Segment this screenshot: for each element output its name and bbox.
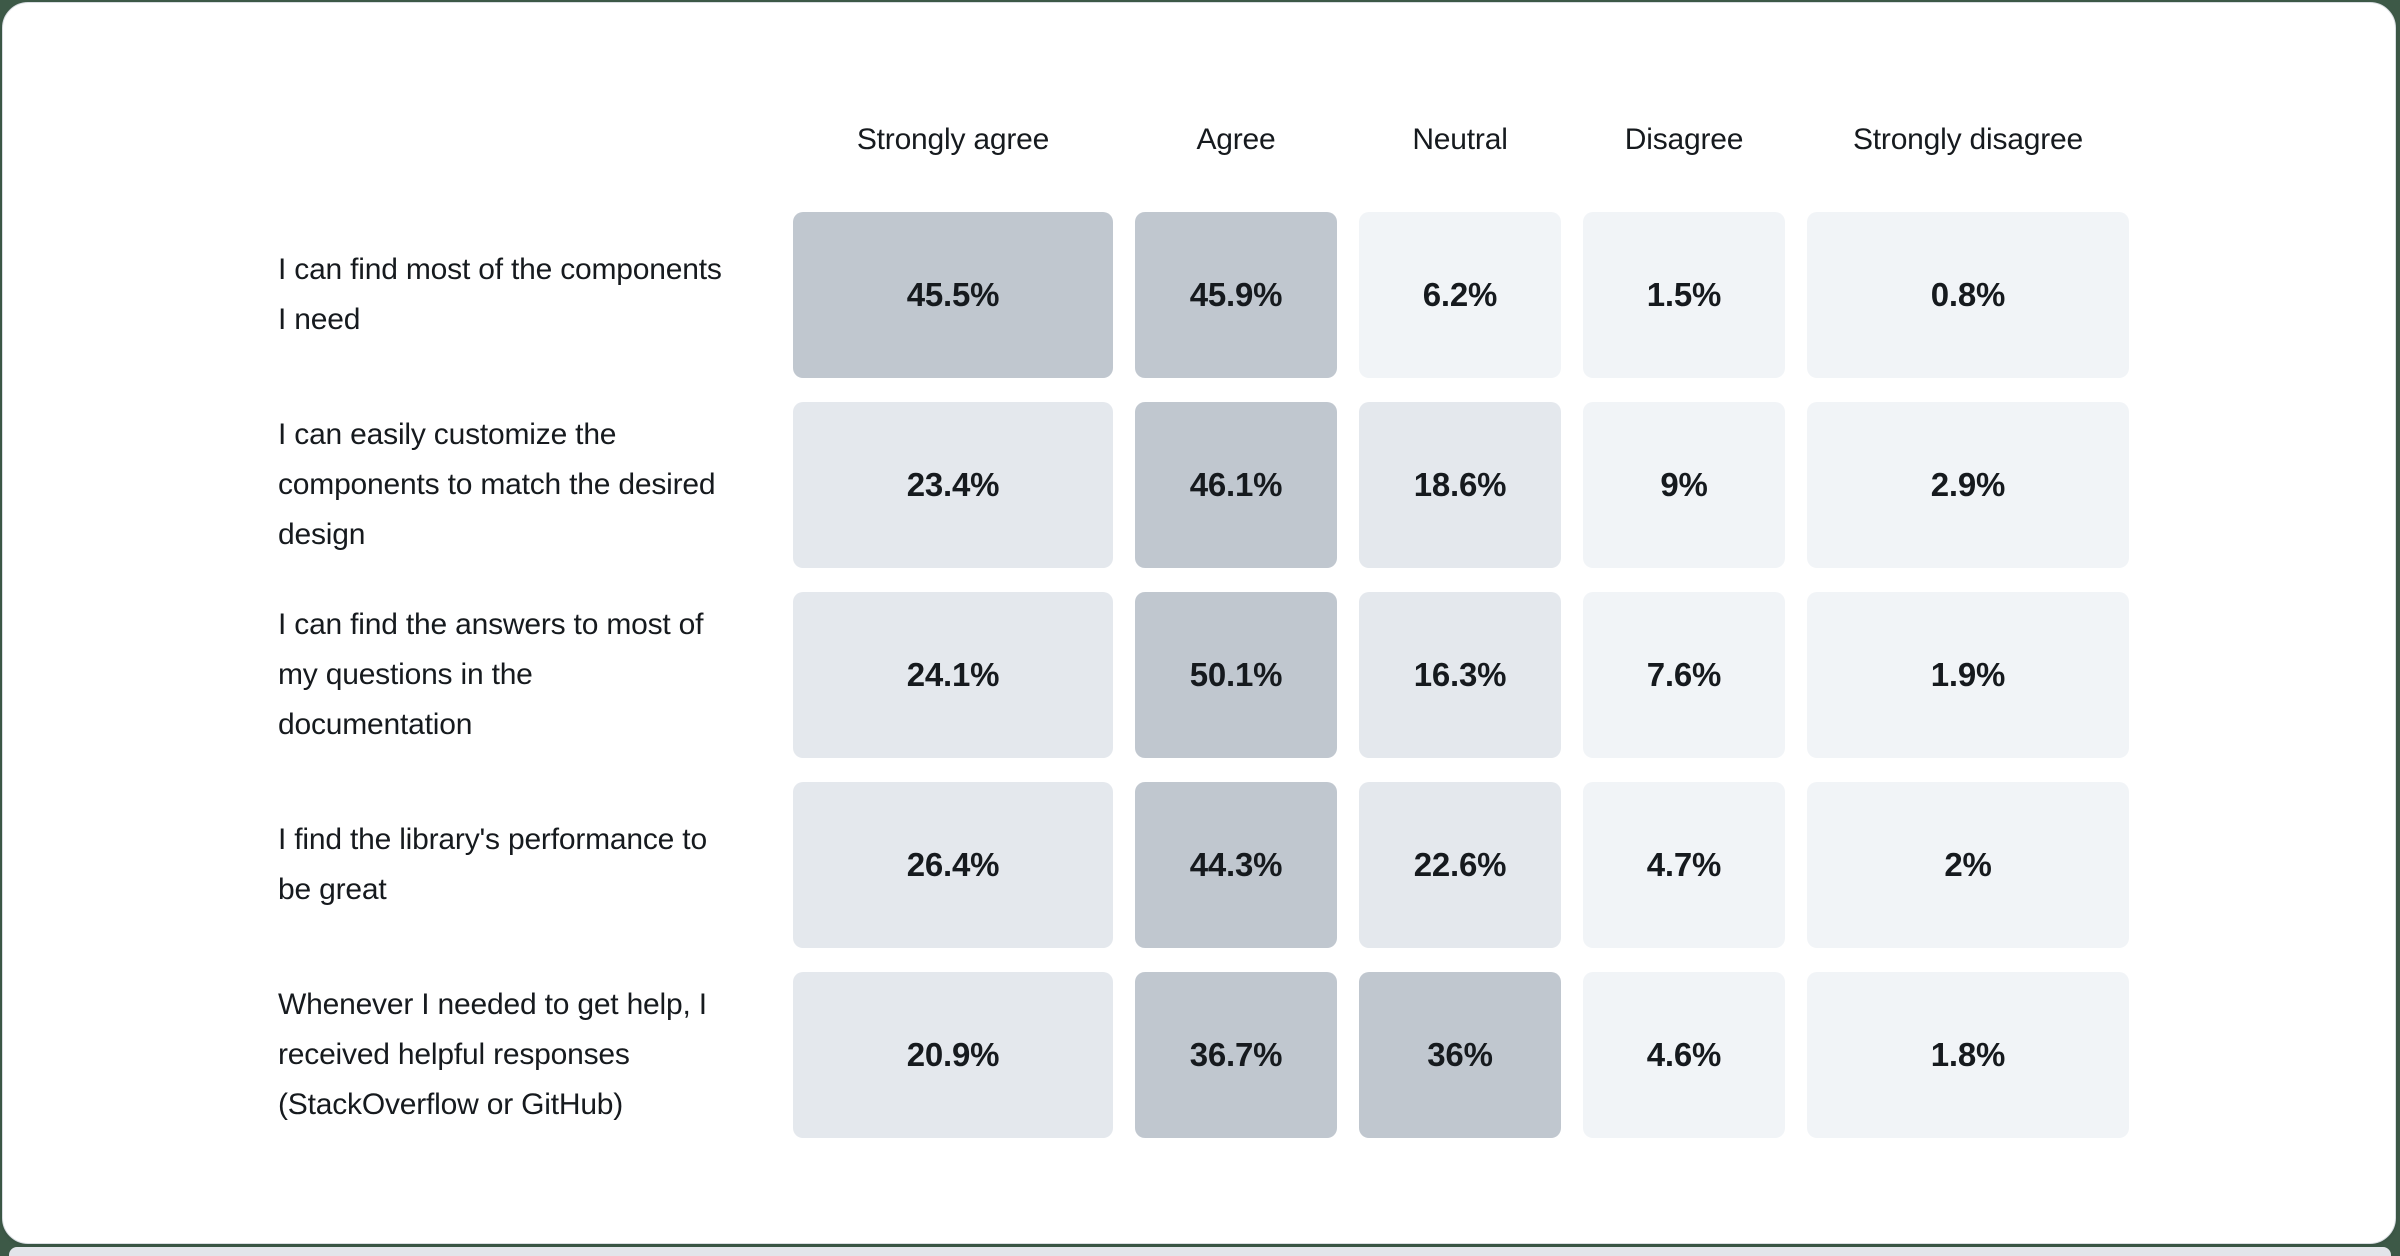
heatmap-cell: 50.1% [1135,592,1337,758]
row-label: Whenever I needed to get help, I receive… [278,988,707,1121]
heatmap-cell: 1.5% [1583,212,1785,378]
heatmap-cell: 36% [1359,972,1561,1138]
heatmap-cell: 16.3% [1359,592,1561,758]
heatmap-cell: 1.8% [1807,972,2129,1138]
column-header: Disagree [1624,122,1744,156]
heatmap-cell: 24.1% [793,592,1113,758]
heatmap-cell: 45.9% [1135,212,1337,378]
bottom-strip [9,1247,2391,1256]
heatmap-cell: 45.5% [793,212,1113,378]
heatmap-cell: 0.8% [1807,212,2129,378]
row-label: I find the library's performance to be g… [278,823,707,906]
corner-spacer [278,91,771,188]
column-header: Strongly disagree [1852,122,2084,156]
heatmap-cell: 2% [1807,782,2129,948]
heatmap-cell: 4.7% [1583,782,1785,948]
heatmap-cell: 1.9% [1807,592,2129,758]
row-label: I can find most of the components I need [278,253,722,336]
heatmap-grid: Strongly agree Agree Neutral Disagree Strong… [278,91,2129,1138]
heatmap-cell: 2.9% [1807,402,2129,568]
row-label: I can find the answers to most of my que… [278,608,704,741]
row-label: I can easily customize the components to… [278,418,716,551]
column-header: Agree [1196,122,1276,156]
heatmap-cell: 22.6% [1359,782,1561,948]
heatmap-cell: 26.4% [793,782,1113,948]
heatmap-cell: 23.4% [793,402,1113,568]
heatmap-cell: 36.7% [1135,972,1337,1138]
heatmap-cell: 46.1% [1135,402,1337,568]
heatmap-cell: 7.6% [1583,592,1785,758]
column-header: Neutral [1412,122,1508,156]
heatmap-cell: 18.6% [1359,402,1561,568]
heatmap-cell: 9% [1583,402,1785,568]
heatmap-cell: 20.9% [793,972,1113,1138]
heatmap-cell: 4.6% [1583,972,1785,1138]
heatmap-cell: 44.3% [1135,782,1337,948]
heatmap-cell: 6.2% [1359,212,1561,378]
column-header: Strongly agree [856,122,1050,156]
